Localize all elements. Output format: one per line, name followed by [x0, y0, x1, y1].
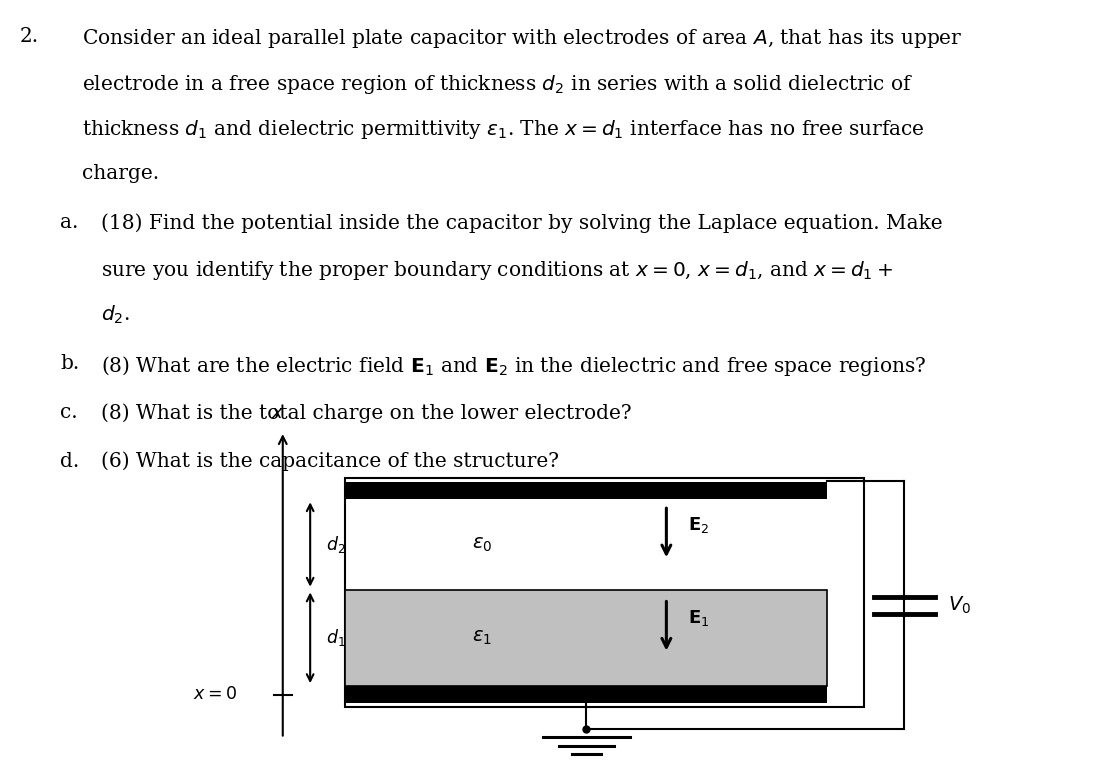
- Text: $d_2$: $d_2$: [326, 534, 345, 555]
- Bar: [345, 686, 827, 703]
- Text: $\varepsilon_1$: $\varepsilon_1$: [472, 629, 492, 647]
- Text: $\mathbf{E}_1$: $\mathbf{E}_1$: [688, 608, 709, 628]
- Text: 2.: 2.: [20, 27, 38, 46]
- Text: thickness $d_1$ and dielectric permittivity $\epsilon_1$. The $x = d_1$ interfac: thickness $d_1$ and dielectric permittiv…: [82, 118, 925, 141]
- Text: $d_1$: $d_1$: [326, 627, 345, 648]
- Text: b.: b.: [60, 354, 80, 373]
- Text: charge.: charge.: [82, 164, 159, 183]
- Text: $V_0$: $V_0$: [948, 595, 971, 616]
- Bar: [345, 590, 827, 686]
- Text: $\mathbf{E}_2$: $\mathbf{E}_2$: [688, 515, 709, 535]
- Text: d.: d.: [60, 452, 80, 470]
- Text: $d_2$.: $d_2$.: [101, 304, 129, 326]
- Text: (6) What is the capacitance of the structure?: (6) What is the capacitance of the struc…: [101, 452, 559, 471]
- Text: Consider an ideal parallel plate capacitor with electrodes of area $A$, that has: Consider an ideal parallel plate capacit…: [82, 27, 963, 50]
- Text: electrode in a free space region of thickness $d_2$ in series with a solid diele: electrode in a free space region of thic…: [82, 73, 913, 96]
- Bar: [345, 482, 827, 499]
- Bar: [345, 478, 864, 707]
- Text: (8) What is the total charge on the lower electrode?: (8) What is the total charge on the lowe…: [101, 403, 631, 423]
- Text: c.: c.: [60, 403, 78, 422]
- Text: sure you identify the proper boundary conditions at $x = 0$, $x = d_1$, and $x =: sure you identify the proper boundary co…: [101, 259, 893, 281]
- Text: (8) What are the electric field $\mathbf{E}_1$ and $\mathbf{E}_2$ in the dielect: (8) What are the electric field $\mathbf…: [101, 354, 926, 379]
- Text: $\varepsilon_0$: $\varepsilon_0$: [472, 535, 492, 554]
- Text: (18) Find the potential inside the capacitor by solving the Laplace equation. Ma: (18) Find the potential inside the capac…: [101, 213, 943, 233]
- Bar: [345, 590, 827, 686]
- Text: a.: a.: [60, 213, 79, 232]
- Text: $x$: $x$: [271, 404, 284, 422]
- Text: $x = 0$: $x = 0$: [193, 686, 237, 703]
